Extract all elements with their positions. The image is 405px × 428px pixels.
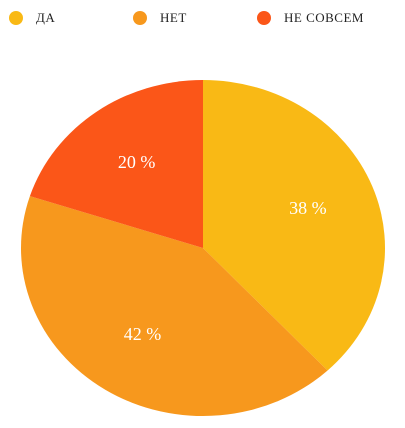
slice-label: 38 % — [289, 198, 327, 218]
pie-slice — [20, 196, 328, 417]
legend-label: НЕ СОВСЕМ — [284, 10, 364, 25]
pie-slice — [203, 80, 386, 371]
legend-label: ДА — [36, 10, 55, 25]
slice-label: 20 % — [118, 152, 156, 172]
slice-label: 42 % — [124, 324, 162, 344]
legend-marker — [133, 11, 147, 25]
legend-label: НЕТ — [160, 10, 187, 25]
legend-marker — [257, 11, 271, 25]
pie-slice — [29, 79, 203, 249]
legend-marker — [9, 11, 23, 25]
